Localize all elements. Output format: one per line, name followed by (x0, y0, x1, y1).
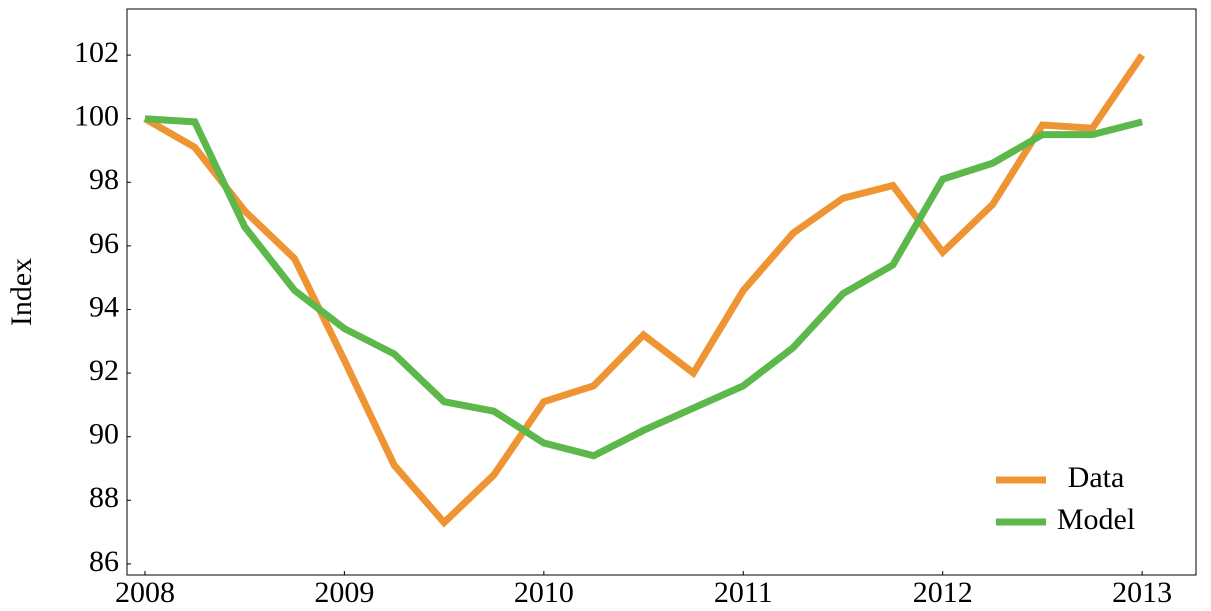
y-tick-label: 100 (74, 100, 119, 133)
legend-label: Data (1068, 461, 1125, 494)
y-tick-label: 92 (89, 354, 119, 387)
y-tick-label: 86 (89, 545, 119, 578)
x-tick-label: 2013 (1112, 576, 1172, 609)
y-tick-label: 96 (89, 227, 119, 260)
data-line (144, 115, 1144, 460)
y-tick-label: 102 (74, 36, 119, 69)
y-tick-label: 90 (89, 418, 119, 451)
y-tick-label: 94 (89, 290, 119, 323)
y-tick-label: 98 (89, 163, 119, 196)
plot-frame (126, 8, 1197, 576)
x-tick-label: 2012 (913, 576, 973, 609)
y-tick-label: 88 (89, 481, 119, 514)
x-tick-label: 2011 (714, 576, 773, 609)
x-tick-label: 2010 (514, 576, 574, 609)
x-tick-label: 2008 (115, 576, 175, 609)
x-tick-label: 2009 (314, 576, 374, 609)
data-line (143, 53, 1146, 528)
y-axis-label: Index (5, 258, 38, 326)
legend-label: Model (1057, 503, 1135, 536)
